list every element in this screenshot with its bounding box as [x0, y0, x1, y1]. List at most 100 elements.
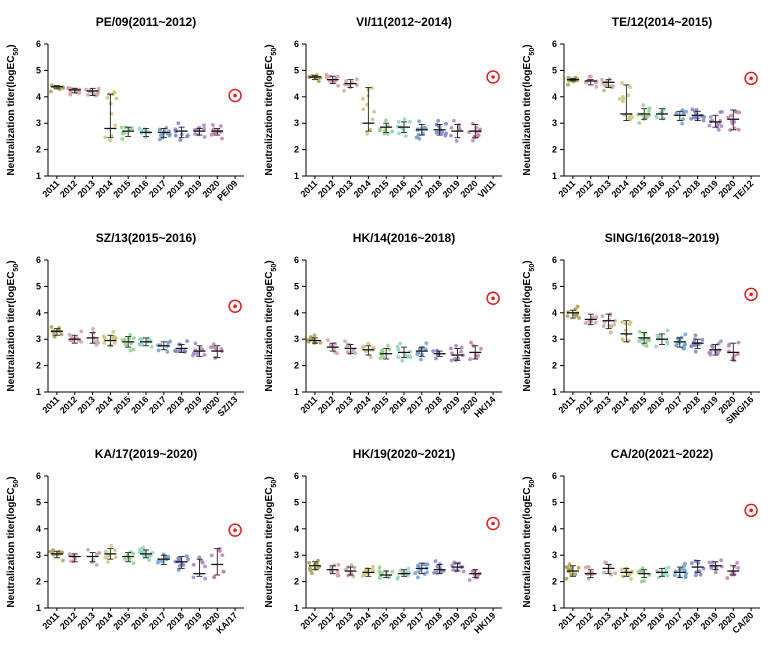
y-tick-label: 4: [552, 308, 557, 318]
data-point: [586, 565, 591, 569]
x-tick-label: 2017: [147, 610, 168, 631]
data-point: [593, 320, 598, 325]
data-point: [640, 566, 645, 570]
data-point: [396, 119, 401, 124]
data-point: [372, 109, 377, 114]
data-point: [203, 564, 207, 569]
data-point: [436, 118, 441, 123]
data-point: [132, 336, 136, 341]
data-point: [567, 78, 572, 83]
data-point: [178, 138, 183, 142]
strain-highlight-ring: [486, 516, 500, 531]
x-tick-label: 2020: [458, 178, 479, 199]
data-point: [177, 556, 182, 561]
data-point: [120, 337, 125, 342]
data-point: [210, 123, 215, 127]
data-point: [434, 130, 439, 135]
data-point: [199, 559, 204, 564]
x-tick-label: 2013: [334, 394, 355, 415]
data-point: [638, 568, 643, 573]
panel-title: KA/17(2019~2020): [95, 447, 197, 461]
data-point: [693, 115, 698, 120]
data-point: [335, 74, 340, 79]
y-axis-label: Neutralization titer(logEC50): [522, 476, 536, 607]
x-tick-label: 2014: [94, 394, 115, 415]
data-point: [565, 314, 570, 318]
y-axis-label-main: Neutralization titer(logEC: [522, 56, 533, 176]
data-point: [59, 332, 64, 337]
x-tick-label: 2016: [645, 178, 666, 199]
data-point: [370, 117, 375, 122]
x-tick-label: 2014: [352, 610, 373, 631]
data-point: [361, 107, 366, 112]
data-point: [307, 560, 312, 565]
data-point: [623, 328, 628, 333]
x-tick-label: 2012: [316, 610, 337, 631]
data-point: [109, 543, 114, 548]
strain-highlight-point: [749, 508, 753, 513]
data-point: [608, 330, 613, 335]
y-axis-label-sub: 50: [13, 264, 20, 272]
data-point: [184, 554, 189, 558]
x-tick-label: 2011: [298, 394, 319, 415]
x-tick-label: 2014: [610, 610, 631, 631]
x-tick-label: 2013: [76, 178, 97, 199]
x-tick-label: 2013: [592, 394, 613, 415]
x-tick-label: 2013: [334, 610, 355, 631]
data-point: [371, 568, 375, 572]
data-point: [461, 569, 466, 574]
x-tick-label: 2014: [352, 178, 373, 199]
data-point: [202, 123, 206, 128]
data-point: [141, 545, 146, 550]
y-tick-label: 5: [36, 497, 41, 507]
data-point: [644, 344, 649, 348]
data-point: [370, 86, 375, 90]
y-axis-label-sub: 50: [529, 264, 536, 272]
data-point: [594, 315, 599, 319]
data-point: [131, 551, 136, 556]
x-tick-label: 2014: [94, 178, 115, 199]
y-tick-label: 1: [36, 387, 41, 397]
x-tick-label: 2017: [663, 178, 684, 199]
data-point: [96, 86, 101, 91]
y-axis-label-sub: 50: [271, 480, 278, 488]
x-tick-label: 2016: [645, 610, 666, 631]
y-tick-label: 2: [552, 361, 557, 371]
panel-ca-20: CA/20(2021~2022) Neutralization titer(log…: [522, 447, 760, 635]
y-axis-label-close: ): [6, 260, 17, 263]
y-tick-label: 5: [36, 281, 41, 291]
data-point: [666, 565, 671, 570]
x-tick-label: 2018: [165, 610, 186, 631]
x-tick-label: 2015: [627, 178, 648, 199]
data-point: [620, 567, 624, 572]
y-tick-label: 2: [294, 577, 299, 587]
data-point: [630, 115, 635, 120]
data-point: [689, 116, 694, 121]
panel-title: HK/19(2020~2021): [353, 447, 455, 461]
y-axis-label-sub: 50: [271, 264, 278, 272]
y-tick-label: 6: [552, 471, 557, 481]
data-point: [354, 77, 359, 82]
data-point: [164, 125, 169, 130]
x-tick-label: 2016: [387, 610, 408, 631]
data-point: [333, 341, 338, 346]
y-tick-label: 3: [36, 550, 41, 560]
data-point: [716, 127, 721, 132]
data-point: [128, 332, 133, 337]
data-point: [451, 118, 456, 123]
x-tick-label: 2011: [40, 610, 61, 631]
data-point: [221, 569, 226, 574]
data-point: [417, 564, 421, 568]
data-point: [149, 344, 154, 349]
y-axis-label-main: Neutralization titer(logEC: [264, 56, 275, 176]
data-point: [212, 575, 217, 580]
data-point: [674, 111, 679, 115]
data-point: [654, 344, 658, 349]
x-tick-label: 2018: [165, 178, 186, 199]
y-tick-label: 1: [552, 387, 557, 397]
data-point: [140, 336, 144, 341]
y-axis-label-sub: 50: [13, 48, 20, 56]
x-tick-label: 2018: [681, 178, 702, 199]
strain-highlight-ring: [228, 88, 242, 103]
panel-title: TE/12(2014~2015): [612, 15, 712, 29]
